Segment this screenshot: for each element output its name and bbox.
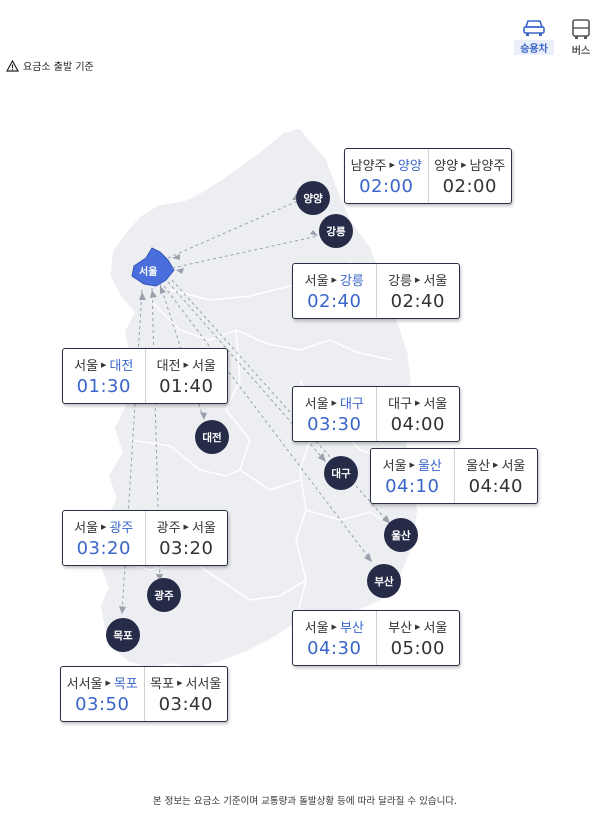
travel-time: 03:50 — [75, 694, 130, 715]
route-card-mokpo: 서서울 ▶ 목포 03:50 목포 ▶ 서서울 03:40 — [60, 666, 228, 722]
route-return: 강릉 ▶ 서울 02:40 — [375, 264, 460, 318]
disclaimer-text: 본 정보는 요금소 기준이며 교통량과 돌발상황 등에 따라 달라질 수 있습니… — [152, 796, 458, 807]
tab-car[interactable]: 승용차 — [514, 14, 554, 60]
route-return: 대전 ▶ 서울 01:40 — [144, 349, 228, 403]
departure-notice: 요금소 출발 기준 — [6, 58, 94, 73]
travel-time: 04:40 — [468, 476, 523, 497]
warning-icon — [6, 59, 19, 72]
travel-time: 02:40 — [307, 291, 362, 312]
travel-time: 01:40 — [159, 376, 214, 397]
travel-time: 04:00 — [390, 414, 445, 435]
tab-bus[interactable]: 버스 — [561, 14, 601, 60]
route-return: 목포 ▶ 서서울 03:40 — [143, 667, 228, 721]
route-outbound: 남양주 ▶ 양양 02:00 — [350, 159, 422, 197]
route-outbound: 서울 ▶ 광주 03:20 — [74, 521, 134, 559]
travel-time: 04:30 — [307, 638, 362, 659]
travel-time: 03:30 — [307, 414, 362, 435]
city-marker-busan[interactable]: 부산 — [367, 564, 401, 598]
route-card-yangyang: 남양주 ▶ 양양 02:00 양양 ▶ 남양주 02:00 — [344, 148, 512, 204]
route-card-daejeon: 서울 ▶ 대전 01:30 대전 ▶ 서울 01:40 — [62, 348, 228, 404]
car-icon — [523, 20, 545, 36]
route-card-ulsan: 서울 ▶ 울산 04:10 울산 ▶ 서울 04:40 — [370, 448, 538, 504]
province-borders — [115, 261, 411, 613]
travel-time: 03:20 — [159, 538, 214, 559]
bus-icon — [572, 19, 590, 39]
route-outbound: 서울 ▶ 대구 03:30 — [304, 397, 364, 435]
city-marker-mokpo[interactable]: 목포 — [106, 618, 140, 652]
travel-time: 02:00 — [442, 176, 497, 197]
travel-time: 03:20 — [76, 538, 131, 559]
travel-time: 05:00 — [390, 638, 445, 659]
city-marker-daejeon[interactable]: 대전 — [195, 420, 229, 454]
route-return: 부산 ▶ 서울 05:00 — [375, 611, 460, 665]
route-card-gangneung: 서울 ▶ 강릉 02:40 강릉 ▶ 서울 02:40 — [292, 263, 460, 319]
route-return: 울산 ▶ 서울 04:40 — [453, 449, 538, 503]
route-outbound: 서울 ▶ 부산 04:30 — [304, 621, 364, 659]
notice-text: 요금소 출발 기준 — [23, 62, 94, 73]
tab-bus-label: 버스 — [571, 46, 591, 57]
city-marker-ulsan[interactable]: 울산 — [384, 518, 418, 552]
city-marker-yangyang[interactable]: 양양 — [296, 181, 330, 215]
route-outbound: 서울 ▶ 울산 04:10 — [382, 459, 442, 497]
route-outbound: 서울 ▶ 대전 01:30 — [74, 359, 134, 397]
route-return: 대구 ▶ 서울 04:00 — [375, 387, 460, 441]
route-card-busan: 서울 ▶ 부산 04:30 부산 ▶ 서울 05:00 — [292, 610, 460, 666]
seoul-label: 서울 — [139, 267, 158, 278]
route-card-daegu: 서울 ▶ 대구 03:30 대구 ▶ 서울 04:00 — [292, 386, 460, 442]
route-return: 광주 ▶ 서울 03:20 — [144, 511, 228, 565]
route-outbound: 서울 ▶ 강릉 02:40 — [304, 274, 364, 312]
city-marker-gangneung[interactable]: 강릉 — [319, 214, 353, 248]
city-marker-daegu[interactable]: 대구 — [324, 456, 358, 490]
city-marker-gwangju[interactable]: 광주 — [147, 578, 181, 612]
route-card-gwangju: 서울 ▶ 광주 03:20 광주 ▶ 서울 03:20 — [62, 510, 228, 566]
route-outbound: 서서울 ▶ 목포 03:50 — [66, 677, 138, 715]
travel-time: 01:30 — [76, 376, 131, 397]
seoul-area — [131, 247, 175, 287]
travel-time: 02:40 — [390, 291, 445, 312]
travel-time: 02:00 — [359, 176, 414, 197]
travel-time: 04:10 — [385, 476, 440, 497]
tab-car-label: 승용차 — [514, 40, 554, 55]
travel-time: 03:40 — [158, 694, 213, 715]
route-return: 양양 ▶ 남양주 02:00 — [427, 149, 512, 203]
